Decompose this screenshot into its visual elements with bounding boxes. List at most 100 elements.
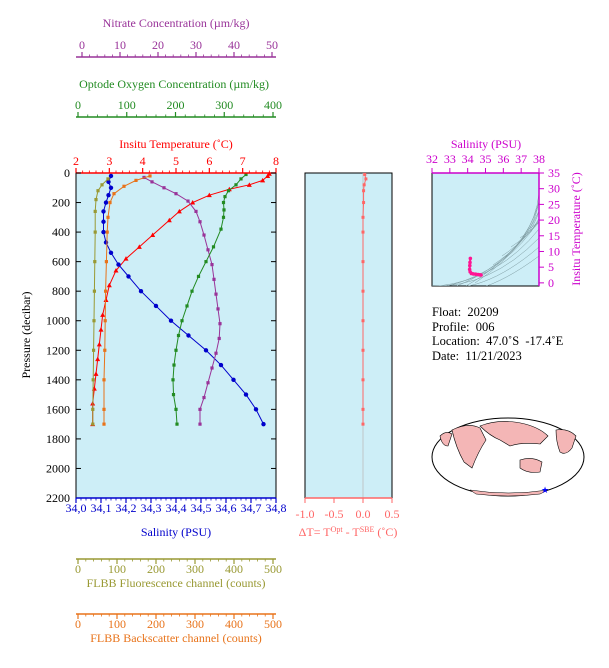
point-fluorescence bbox=[93, 260, 97, 264]
point-backscatter bbox=[122, 184, 126, 188]
ts-point bbox=[468, 260, 472, 265]
fluorescence-tick-label: 200 bbox=[147, 562, 165, 576]
point-backscatter bbox=[103, 348, 107, 352]
point-salinity bbox=[126, 274, 131, 279]
float-info: Float: 20209 Profile: 006 Location: 47.0… bbox=[432, 305, 563, 363]
salinity-tick-label: 34,6 bbox=[216, 501, 237, 515]
ts-contour bbox=[432, 237, 539, 286]
temperature-tick-label: 5 bbox=[173, 154, 179, 168]
pressure-tick-label: 1400 bbox=[46, 373, 70, 387]
dt-tick-label: 0.5 bbox=[385, 507, 400, 521]
point-temperature bbox=[103, 297, 109, 303]
ts-point bbox=[479, 273, 483, 277]
pressure-axis: 0 200 400 600 800 1000 1200 1400 1600 1800 2000 220… bbox=[46, 166, 276, 505]
oxygen-tick-label: 400 bbox=[264, 98, 282, 112]
pressure-tick-label: 1200 bbox=[46, 343, 70, 357]
point-salinity bbox=[261, 421, 266, 427]
point-temperature bbox=[166, 217, 172, 223]
fluorescence-tick-label: 400 bbox=[225, 562, 243, 576]
ts-contour bbox=[501, 217, 539, 257]
point-oxygen bbox=[172, 363, 176, 367]
main-series bbox=[90, 171, 272, 427]
point-salinity bbox=[186, 333, 191, 338]
point-backscatter bbox=[102, 378, 106, 382]
point-salinity bbox=[138, 288, 144, 294]
profile-date: Date: 11/21/2023 bbox=[432, 348, 522, 363]
backscatter-tick-label: 300 bbox=[186, 617, 204, 631]
fluorescence-axis: 0 100 200 300 400 500 bbox=[75, 558, 282, 576]
salinity-tick-label: 34,5 bbox=[191, 501, 212, 515]
point-nitrate bbox=[212, 277, 216, 281]
salinity-tick-label: 34,0 bbox=[66, 501, 87, 515]
nitrate-axis: 0 10 20 30 40 50 bbox=[76, 38, 278, 58]
ts-contour bbox=[432, 255, 539, 286]
dt-tick-label: 0.0 bbox=[356, 507, 371, 521]
point-oxygen bbox=[219, 227, 223, 231]
temperature-axis: 2 3 4 5 6 7 8 bbox=[73, 154, 279, 174]
ts-y-tick-label: 30 bbox=[548, 182, 560, 196]
point-temperature bbox=[96, 341, 102, 347]
ts-y-tick-label: 5 bbox=[548, 260, 554, 274]
nitrate-tick-label: 10 bbox=[114, 38, 126, 52]
point-nitrate bbox=[198, 407, 202, 411]
dt-tick-label: -1.0 bbox=[296, 507, 315, 521]
oxygen-tick-label: 0 bbox=[75, 98, 81, 112]
fluorescence-tick-label: 500 bbox=[264, 562, 282, 576]
point-temperature bbox=[265, 173, 271, 178]
point-temperature bbox=[136, 244, 142, 249]
dt-point bbox=[364, 177, 368, 181]
ts-x-tick-label: 34 bbox=[462, 152, 474, 166]
point-oxygen bbox=[174, 407, 178, 411]
backscatter-tick-label: 500 bbox=[264, 617, 282, 631]
fluorescence-tick-label: 300 bbox=[186, 562, 204, 576]
backscatter-axis-title: FLBB Backscatter channel (counts) bbox=[90, 631, 262, 645]
point-nitrate bbox=[162, 186, 166, 190]
dt-point bbox=[363, 172, 367, 176]
point-oxygen bbox=[175, 422, 179, 426]
point-salinity bbox=[103, 200, 109, 205]
dt-point bbox=[362, 201, 366, 205]
point-nitrate bbox=[198, 422, 202, 426]
pressure-tick-label: 1600 bbox=[46, 402, 70, 416]
point-fluorescence bbox=[93, 230, 97, 234]
map-landmass-eurasia bbox=[479, 421, 549, 447]
salinity-tick-label: 34,7 bbox=[241, 501, 262, 515]
point-salinity bbox=[108, 185, 114, 190]
point-backscatter bbox=[108, 200, 112, 205]
oxygen-axis-title: Optode Oxygen Concentration (µm/kg) bbox=[79, 77, 269, 91]
backscatter-tick-label: 0 bbox=[75, 617, 81, 631]
pressure-tick-label: 600 bbox=[52, 255, 70, 269]
salinity-tick-label: 34,1 bbox=[91, 501, 112, 515]
dt-point bbox=[361, 407, 365, 411]
ts-series bbox=[467, 256, 483, 277]
point-temperature bbox=[93, 371, 99, 376]
nitrate-tick-label: 50 bbox=[266, 38, 278, 52]
oxygen-tick-label: 300 bbox=[215, 98, 233, 112]
ts-contour bbox=[438, 228, 539, 286]
point-oxygen bbox=[223, 195, 227, 199]
point-temperature bbox=[95, 356, 101, 362]
ts-contour bbox=[483, 184, 539, 275]
dt-point bbox=[361, 319, 365, 323]
ts-y-tick-label: 10 bbox=[548, 244, 560, 258]
ts-y-tick-label: 15 bbox=[548, 229, 560, 243]
pressure-axis-title: Pressure (decibar) bbox=[19, 292, 33, 379]
point-fluorescence bbox=[106, 177, 110, 181]
point-fluorescence bbox=[92, 289, 96, 293]
point-temperature bbox=[106, 282, 112, 288]
series-line-backscatter bbox=[103, 175, 151, 425]
point-backscatter bbox=[102, 407, 106, 411]
point-temperature bbox=[123, 256, 129, 261]
temperature-tick-label: 3 bbox=[106, 154, 112, 168]
point-oxygen bbox=[171, 378, 175, 382]
ts-contour bbox=[456, 210, 539, 286]
point-temperature bbox=[100, 312, 106, 317]
point-oxygen bbox=[221, 215, 226, 219]
nitrate-tick-label: 40 bbox=[228, 38, 240, 52]
float-location: Location: 47.0˚S -17.4˚E bbox=[432, 334, 564, 348]
map-landmass-antarctica bbox=[469, 489, 549, 497]
oxygen-tick-label: 100 bbox=[118, 98, 136, 112]
point-oxygen bbox=[234, 183, 238, 187]
